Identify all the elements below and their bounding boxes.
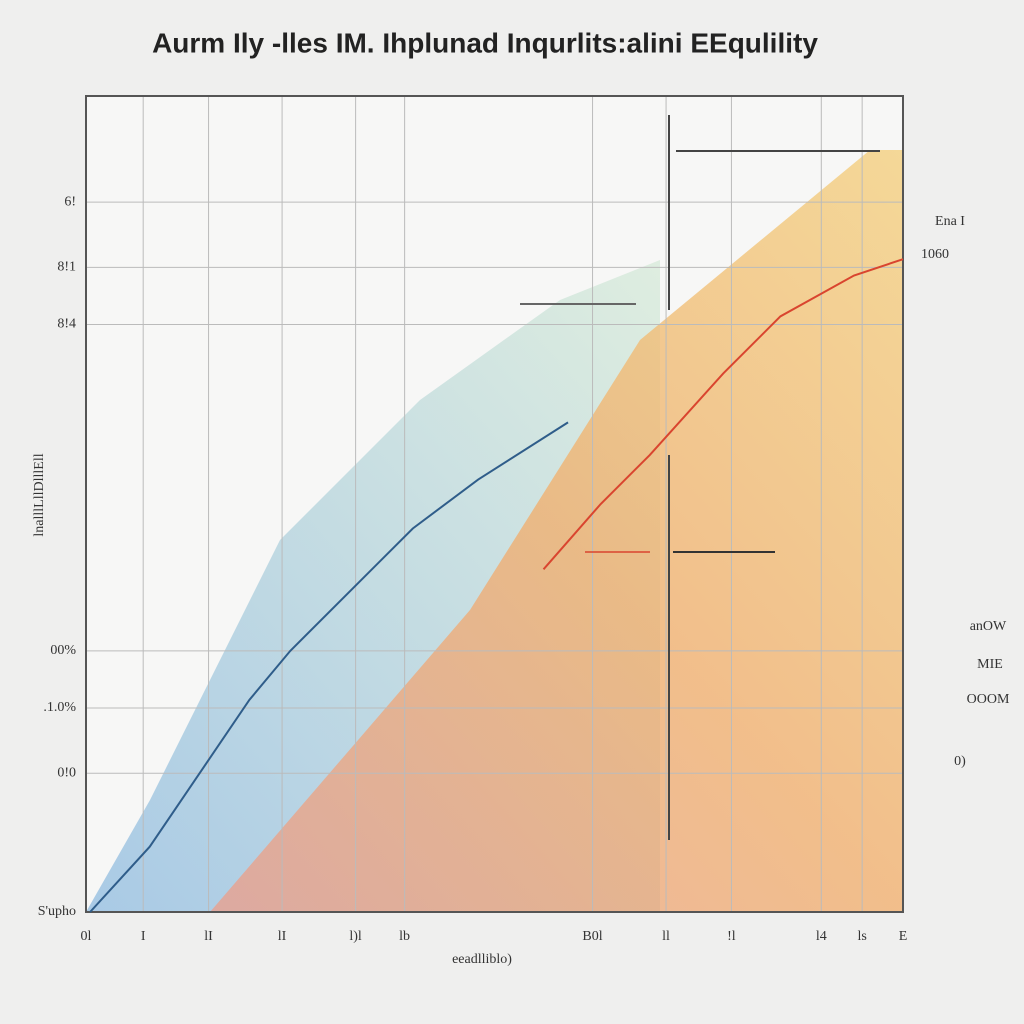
chart-title: Aurm Ily -lles IM. Ihplunad Inqurlits:al…: [152, 27, 818, 58]
y-tick-label: 6!: [64, 194, 76, 209]
annotation: 1060: [921, 247, 949, 262]
y-tick-label: S'upho: [38, 904, 76, 919]
x-tick-label: lb: [399, 929, 410, 944]
y-axis-label: lnalllLllDlllEll: [32, 453, 47, 536]
y-tick-label: 8!4: [57, 317, 76, 332]
x-tick-label: ls: [857, 929, 866, 944]
x-tick-label: B0l: [582, 929, 602, 944]
x-tick-label: ll: [662, 929, 670, 944]
x-tick-label: lI: [278, 929, 287, 944]
y-tick-label: 0!0: [57, 765, 76, 780]
x-tick-label: !l: [727, 929, 736, 944]
y-tick-label: 00%: [50, 643, 76, 658]
annotation: anOW: [970, 619, 1007, 634]
plot-frame: [85, 95, 904, 913]
annotation: 0): [954, 754, 966, 769]
warm-area: [210, 150, 903, 912]
x-tick-label: l4: [816, 929, 827, 944]
x-tick-label: 0l: [81, 929, 92, 944]
annotation: Ena I: [935, 214, 965, 229]
x-tick-label: lI: [204, 929, 213, 944]
y-tick-label: .1.0%: [43, 700, 76, 715]
annotation: OOOM: [967, 692, 1010, 707]
data-line: [89, 421, 569, 913]
y-tick-label: 8!1: [57, 260, 76, 275]
x-tick-label: E: [899, 929, 908, 944]
x-axis-label: eeadlliblo): [452, 952, 512, 967]
annotation: MIE: [977, 657, 1003, 672]
x-tick-label: I: [141, 929, 146, 944]
x-tick-label: l)l: [349, 929, 362, 944]
data-line: [542, 258, 904, 570]
